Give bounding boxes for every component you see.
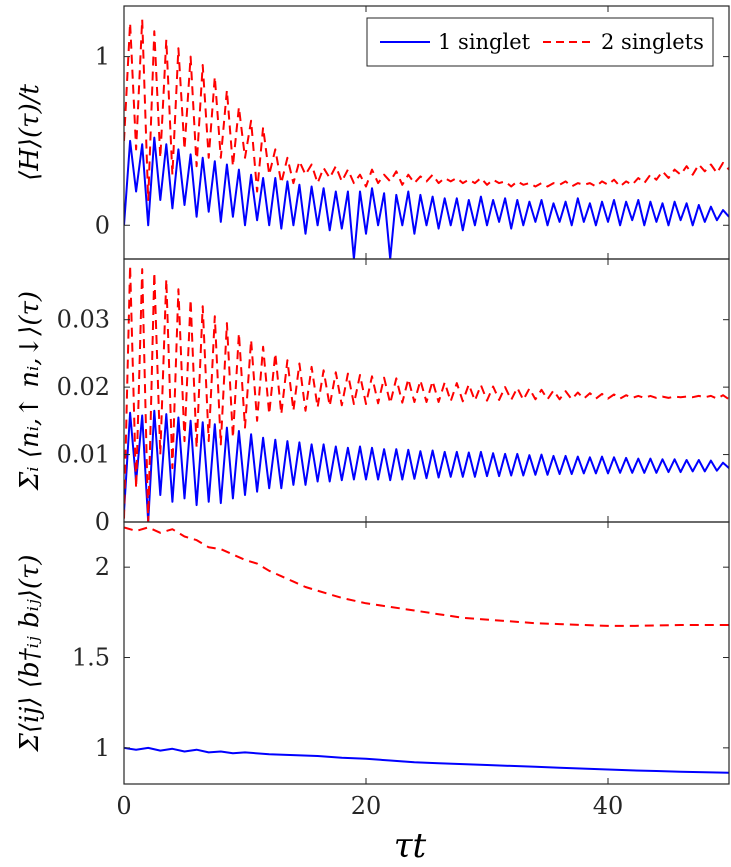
xtick-label: 40 (593, 792, 624, 820)
ytick-label: 1 (95, 43, 110, 71)
legend-label-2-singlets: 2 singlets (601, 30, 704, 54)
series-2-singlets-panel-3 (124, 526, 729, 627)
panel-2: 0 0.01 0.02 0.03 Σᵢ ⟨nᵢ,↑ nᵢ,↓⟩(τ) (15, 258, 730, 536)
y-axis-label-panel-2: Σᵢ ⟨nᵢ,↑ nᵢ,↓⟩(τ) (15, 291, 45, 491)
ytick-label: 1 (95, 734, 110, 762)
x-axis-label: τt (394, 826, 427, 866)
series-1-singlet-panel-1 (124, 136, 729, 259)
ytick-label: 0.03 (57, 306, 110, 334)
ytick-label: 2 (95, 553, 110, 581)
y-axis-label-panel-3: Σ⟨ij⟩ ⟨b†ᵢⱼ bᵢⱼ⟩(τ) (15, 554, 45, 752)
series-2-singlets-panel-2 (124, 264, 729, 522)
y-axis-label-panel-1: ⟨H⟩(τ)/t (15, 84, 45, 181)
ytick-label: 1.5 (72, 644, 110, 672)
axes-frame-panel-3 (123, 521, 730, 785)
ytick-label: 0.02 (57, 373, 110, 401)
xtick-label: 20 (351, 792, 382, 820)
series-1-singlet-panel-2 (124, 409, 729, 522)
panels-group: 0 1 ⟨H⟩(τ)/t 0 0.01 0.02 0.03 Σᵢ ⟨nᵢ,↑ nᵢ,↓⟩(τ)… (15, 5, 730, 820)
ytick-label: 0.01 (57, 441, 110, 469)
panel-3: 11.520 20 40Σ⟨ij⟩ ⟨b†ᵢⱼ bᵢⱼ⟩(τ) (15, 521, 730, 820)
ytick-label: 0 (95, 508, 110, 536)
legend: 1 singlet 2 singlets (366, 17, 714, 67)
ytick-label: 0 (95, 211, 110, 239)
series-2-singlets-panel-1 (124, 18, 729, 201)
series-1-singlet-panel-3 (124, 746, 729, 774)
legend-label-1-singlet: 1 singlet (438, 30, 531, 54)
xtick-label: 0 (116, 792, 131, 820)
axes-frame-panel-2 (123, 258, 730, 523)
